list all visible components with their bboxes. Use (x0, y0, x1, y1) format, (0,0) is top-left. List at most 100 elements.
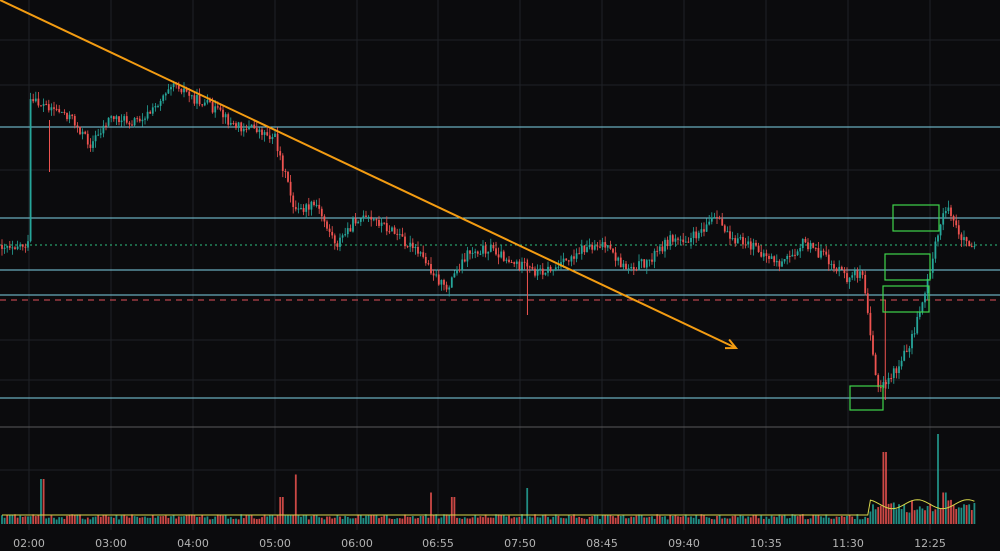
time-tick-label: 07:50 (504, 537, 536, 550)
candle-body-113 (294, 207, 297, 210)
candle-body-307 (799, 247, 802, 252)
candle-body-297 (773, 256, 776, 263)
volume-bar-263 (684, 514, 687, 524)
volume-bar-345 (898, 504, 900, 524)
candle-body-164 (427, 263, 430, 265)
volume-bar-294 (765, 516, 768, 524)
candle-body-169 (440, 279, 443, 285)
volume-bar-281 (731, 516, 734, 524)
candle-body-127 (331, 231, 334, 236)
volume-bar-158 (411, 516, 414, 524)
candle-body-55 (144, 118, 146, 120)
time-tick-label: 12:25 (914, 537, 946, 550)
candle-body-320 (833, 264, 835, 269)
volume-bar-310 (807, 519, 809, 524)
candle-body-309 (804, 238, 807, 243)
volume-bar-216 (562, 518, 565, 524)
candle-body-152 (396, 233, 399, 235)
candle-body-291 (757, 245, 760, 252)
candle-body-343 (892, 368, 895, 379)
candle-body-342 (890, 378, 893, 380)
volume-bar-88 (229, 517, 232, 524)
candle-body-34 (89, 144, 92, 148)
candle-body-165 (430, 264, 432, 274)
candle-body-121 (315, 204, 318, 206)
candle-body-272 (708, 221, 711, 225)
volume-bar-291 (757, 518, 760, 524)
volume-bar-306 (796, 516, 799, 524)
candle-body-59 (154, 106, 157, 108)
volume-bar-327 (851, 516, 854, 524)
candle-body-278 (723, 225, 726, 232)
volume-bar-151 (393, 519, 396, 524)
candle-body-189 (492, 244, 495, 249)
candle-body-229 (596, 245, 599, 247)
volume-bar-308 (801, 514, 804, 524)
candle-body-242 (630, 266, 633, 269)
candle-body-6 (16, 246, 19, 249)
highlight-boxes[interactable] (849, 204, 940, 411)
candle-body-159 (414, 246, 417, 249)
candle-body-90 (235, 123, 237, 128)
candle-body-251 (653, 250, 656, 262)
candle-body-85 (222, 109, 224, 118)
candle-body-171 (445, 284, 448, 290)
candle-body-283 (736, 238, 739, 244)
candle-body-96 (250, 124, 253, 127)
candle-body-367 (955, 220, 958, 226)
volume-bar-175 (456, 517, 458, 524)
volume-bar-284 (739, 514, 742, 524)
candle-body-353 (918, 311, 921, 317)
volume-bar-239 (622, 515, 625, 524)
candle-body-161 (419, 252, 422, 254)
volume-bar-26 (68, 514, 71, 524)
volume-bar-322 (838, 517, 841, 524)
horizontal-levels[interactable] (0, 126, 1000, 399)
candle-body-262 (682, 239, 685, 243)
volume-bar-321 (835, 516, 838, 524)
candle-body-7 (19, 244, 22, 247)
candle-body-186 (484, 245, 487, 254)
volume-bar-143 (372, 515, 375, 524)
candle-body-84 (219, 107, 222, 110)
volume-bar-44 (115, 514, 118, 524)
volume-bar-64 (167, 517, 170, 524)
candle-body-73 (190, 95, 193, 97)
candle-body-77 (201, 104, 204, 106)
trendline[interactable] (0, 0, 739, 350)
candle-body-205 (534, 268, 536, 276)
volume-bar-135 (352, 518, 354, 524)
candle-body-112 (292, 195, 295, 208)
volume-bar-85 (222, 515, 224, 524)
candle-body-237 (617, 257, 620, 261)
candle-body-212 (552, 269, 555, 272)
volume-bar-182 (474, 515, 477, 524)
volume-bar-74 (193, 515, 196, 524)
candle-body-243 (632, 266, 635, 270)
candle-body-108 (281, 155, 284, 171)
volume-bar-299 (778, 514, 781, 524)
candle-body-350 (911, 333, 913, 349)
volume-bar-221 (575, 517, 578, 524)
candle-body-60 (157, 105, 159, 107)
candle-body-22 (58, 109, 61, 113)
volume-bar-141 (367, 514, 370, 524)
volume-bar-87 (227, 518, 230, 524)
candle-body-154 (401, 234, 404, 237)
volume-bar-248 (645, 517, 648, 524)
candle-body-100 (261, 129, 263, 135)
candle-body-123 (320, 208, 323, 217)
candle-body-266 (692, 231, 695, 239)
volume-bar-109 (284, 515, 287, 524)
candle-body-180 (469, 250, 471, 254)
candle-body-97 (253, 124, 256, 129)
volume-bar-329 (856, 514, 859, 524)
volume-bar-365 (950, 499, 952, 524)
volume-bar-39 (102, 515, 105, 524)
candle-body-158 (411, 242, 414, 249)
candle-body-75 (196, 95, 198, 104)
candle-body-140 (365, 215, 367, 217)
volume-bar-189 (492, 517, 495, 524)
volume-bar-229 (596, 514, 599, 524)
